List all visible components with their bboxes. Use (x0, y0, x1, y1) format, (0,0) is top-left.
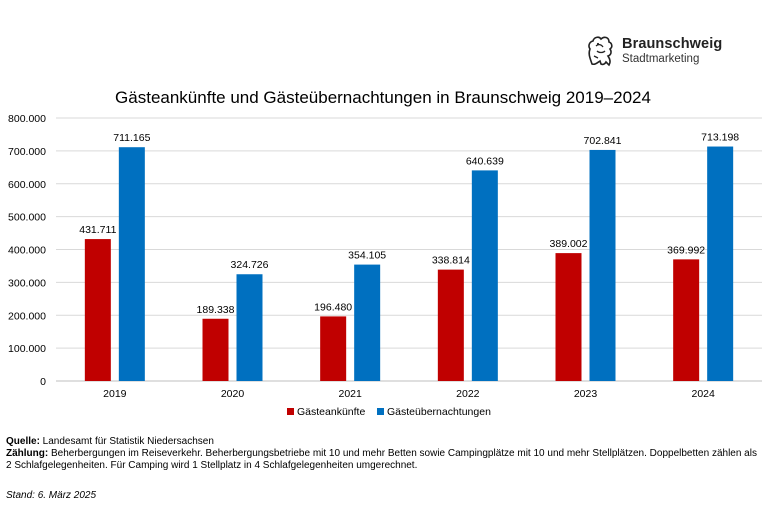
data-label: 389.002 (550, 238, 588, 250)
data-label: 338.814 (432, 255, 470, 267)
data-label: 189.338 (197, 304, 235, 316)
source-line: Quelle: Landesamt für Statistik Niedersa… (6, 436, 767, 448)
bar-overnights-2021 (354, 264, 381, 381)
count-text: Beherbergungen im Reiseverkehr. Beherber… (48, 448, 757, 459)
y-tick-label: 700.000 (8, 146, 46, 158)
bar-overnights-2024 (707, 146, 734, 381)
bar-overnights-2023 (589, 149, 616, 381)
data-label: 713.198 (701, 132, 739, 144)
count-label: Zählung: (6, 448, 49, 459)
lion-icon (588, 36, 613, 67)
y-tick-label: 600.000 (8, 179, 46, 191)
bar-overnights-2022 (471, 170, 498, 381)
data-label: 431.711 (79, 224, 116, 236)
stand-date: Stand: 6. März 2025 (6, 490, 97, 501)
legend-swatch-overnights (377, 408, 384, 415)
source-text: Landesamt für Statistik Niedersachsen (39, 436, 214, 447)
data-label: 354.105 (348, 250, 386, 262)
bar-arrivals-2019 (84, 239, 111, 381)
y-tick-label: 300.000 (8, 277, 46, 289)
bar-arrivals-2020 (202, 318, 229, 381)
x-tick-label: 2021 (338, 388, 362, 400)
legend-label: Gästeübernachtungen (387, 406, 491, 418)
bar-arrivals-2022 (437, 269, 464, 381)
bar-overnights-2020 (236, 274, 263, 381)
y-tick-label: 200.000 (8, 310, 46, 322)
legend-label: Gästeankünfte (297, 406, 365, 418)
x-tick-label: 2023 (574, 388, 598, 400)
logo-subtitle: Stadtmarketing (622, 53, 700, 65)
data-label: 369.992 (667, 244, 705, 256)
bar-arrivals-2024 (673, 259, 700, 381)
data-label: 324.726 (231, 259, 269, 271)
bar-chart: Gästeankünfte und Gästeübernachtungen in… (8, 88, 762, 418)
data-label: 711.165 (113, 132, 150, 144)
x-tick-label: 2024 (691, 388, 715, 400)
count-line-2: 2 Schlafgelegenheiten. Für Camping wird … (6, 460, 418, 471)
legend-swatch-arrivals (287, 408, 294, 415)
footer: Quelle: Landesamt für Statistik Niedersa… (6, 436, 767, 472)
x-tick-label: 2020 (221, 388, 245, 400)
y-tick-label: 400.000 (8, 245, 46, 257)
count-line: Zählung: Beherbergungen im Reiseverkehr.… (6, 448, 767, 460)
chart-title: Gästeankünfte und Gästeübernachtungen in… (115, 88, 651, 107)
data-label: 702.841 (584, 135, 622, 147)
data-label: 196.480 (314, 301, 352, 313)
y-tick-label: 800.000 (8, 113, 46, 125)
data-label: 640.639 (466, 155, 504, 167)
x-tick-label: 2019 (103, 388, 127, 400)
x-tick-label: 2022 (456, 388, 480, 400)
bar-arrivals-2023 (555, 253, 582, 381)
bar-overnights-2019 (118, 147, 145, 381)
bar-arrivals-2021 (320, 316, 347, 381)
source-label: Quelle: (6, 436, 40, 447)
y-tick-label: 100.000 (8, 343, 46, 355)
y-tick-label: 0 (40, 376, 46, 388)
y-tick-label: 500.000 (8, 212, 46, 224)
logo: Braunschweig Stadtmarketing (584, 32, 724, 70)
logo-brand: Braunschweig (622, 36, 723, 52)
